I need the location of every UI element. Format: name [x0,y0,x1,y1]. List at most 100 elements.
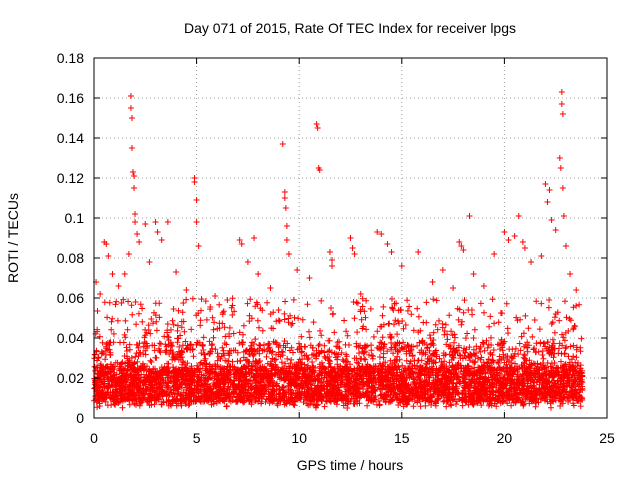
peak-point [267,285,274,291]
peak-point [164,219,171,225]
peak-point [374,229,381,235]
peak-point [283,223,290,229]
peak-point [567,271,574,277]
peak-point [511,233,518,239]
x-tick-label: 5 [193,430,201,446]
peak-point [105,253,112,259]
peak-point [127,105,134,111]
x-tick-label: 0 [90,430,98,446]
peak-point [415,249,422,255]
background-points [91,295,586,411]
peak-point [313,121,320,127]
peak-point [546,187,553,193]
peak-point [132,219,139,225]
peak-point [314,125,321,131]
peak-point [282,205,289,211]
peak-point [183,287,190,293]
y-tick-label: 0.14 [57,130,84,146]
peak-point [294,267,301,273]
peak-point [128,145,135,151]
data-points [91,89,586,411]
peak-point [158,237,165,243]
peak-point [378,231,385,237]
peak-point [542,181,549,187]
peak-point [480,283,487,289]
peak-point [244,259,251,265]
peak-point [142,221,149,227]
peak-point [329,263,336,269]
peak-point [316,167,323,173]
peak-point [388,249,395,255]
peak-point [558,89,565,95]
peak-point [351,251,358,257]
peak-point [154,229,161,235]
x-tick-label: 10 [291,430,307,446]
peak-point [559,185,566,191]
peak-point [559,111,566,117]
peak-point [384,241,391,247]
peak-point [103,241,110,247]
axis-ticks [93,57,608,419]
x-tick-label: 15 [394,430,410,446]
x-axis-label: GPS time / hours [297,457,404,473]
y-tick-label: 0.02 [57,370,84,386]
peak-point [121,271,128,277]
peak-point [460,247,467,253]
peak-point [115,283,122,289]
plot-frame [93,57,608,419]
peak-point [501,229,508,235]
peak-point [349,245,356,251]
y-tick-label: 0.04 [57,330,84,346]
y-tick-label: 0 [76,410,84,426]
peak-point [544,199,551,205]
peak-point [285,251,292,257]
peak-point [212,293,219,299]
peak-point [560,213,567,219]
x-tick-label: 20 [497,430,513,446]
peak-point [548,217,555,223]
peak-point [573,287,580,293]
peak-point [538,253,545,259]
peak-point [131,185,138,191]
peak-point [329,257,336,263]
peak-point [191,179,198,185]
peak-point [456,239,463,245]
y-tick-label: 0.08 [57,250,84,266]
peak-point [552,227,559,233]
peak-point [97,291,104,297]
peak-point [279,141,286,147]
peak-point [173,269,180,275]
peak-point [131,173,138,179]
peak-point [251,235,258,241]
peak-point [491,251,498,257]
y-tick-label: 0.12 [57,170,84,186]
peak-point [326,249,333,255]
peak-point [146,259,153,265]
peak-point [281,189,288,195]
peak-point [521,245,528,251]
x-tick-label: 25 [599,430,615,446]
peak-point [556,155,563,161]
peak-point [283,237,290,243]
peak-point [306,275,313,281]
peak-point [129,169,136,175]
peak-point [558,101,565,107]
y-tick-labels: 0 0.02 0.04 0.06 0.08 0.1 0.12 0.14 0.16 0.18 [57,50,84,426]
peak-point [255,271,262,277]
peak-point [357,291,364,297]
peak-point [152,219,159,225]
peak-point [515,213,522,219]
peak-point [398,263,405,269]
peak-point [519,239,526,245]
peak-point [505,237,512,243]
peak-point [193,197,200,203]
peak-point [562,243,569,249]
chart-title: Day 071 of 2015, Rate Of TEC Index for r… [184,20,516,36]
peak-point [193,219,200,225]
peak-point [136,239,143,245]
y-tick-label: 0.1 [65,210,85,226]
peak-point [429,279,436,285]
peak-point [238,241,245,247]
peak-point [470,271,477,277]
peak-point [236,237,243,243]
